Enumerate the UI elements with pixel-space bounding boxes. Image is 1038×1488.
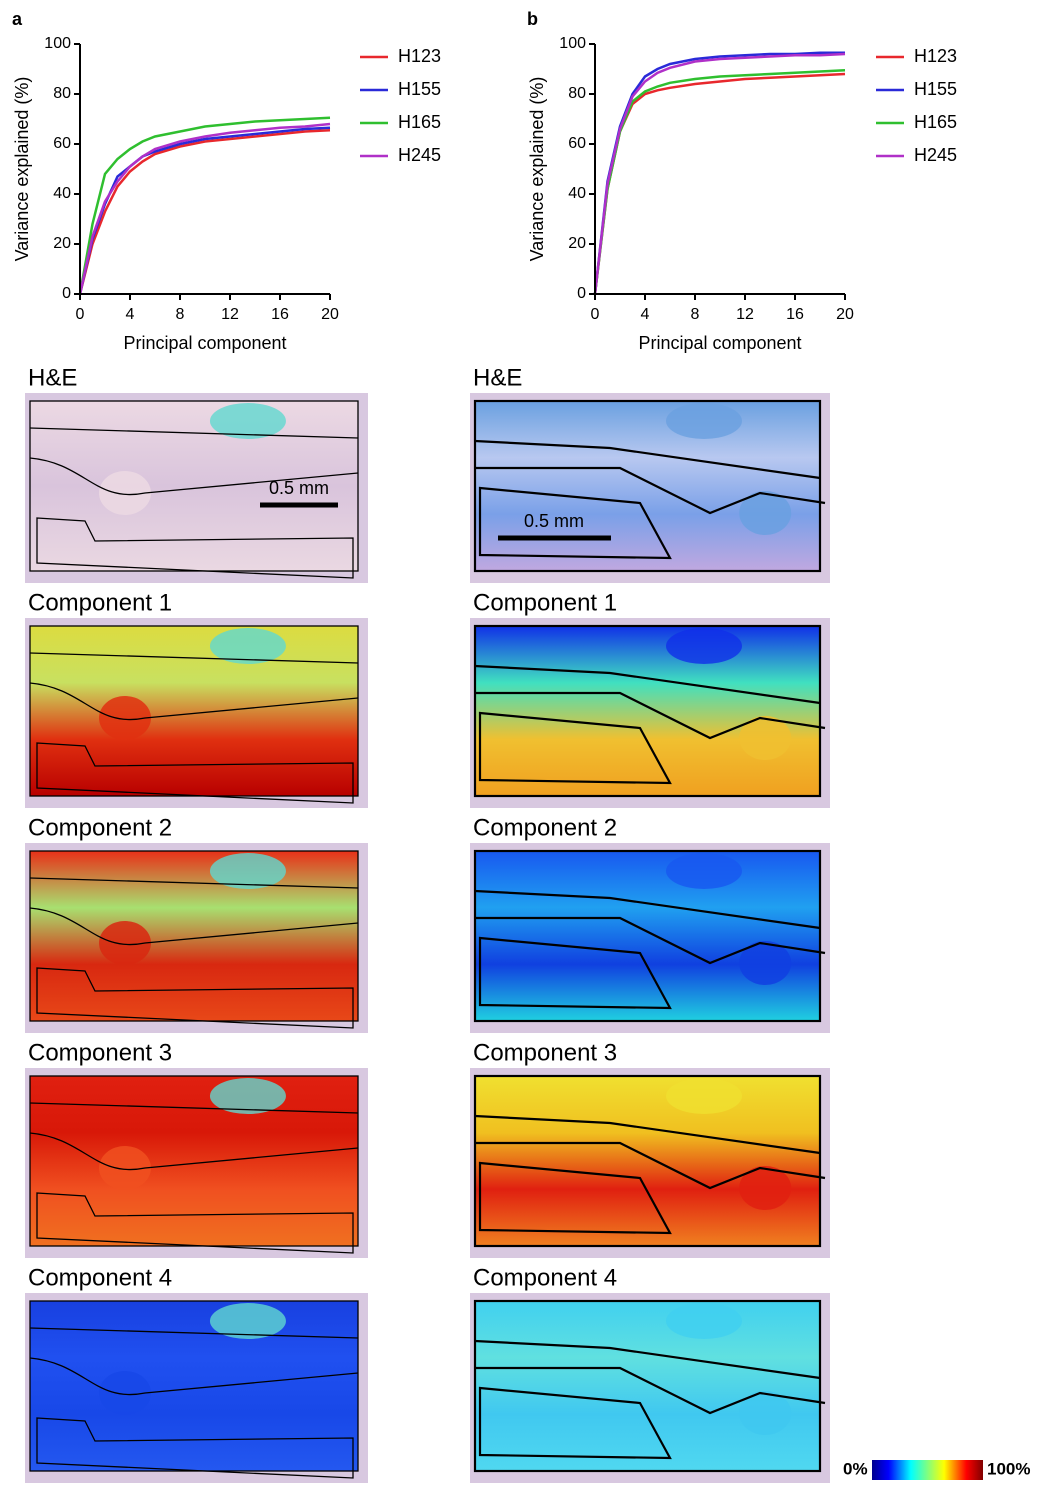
series-line: [595, 70, 845, 294]
series-line: [80, 124, 330, 294]
x-tick-label: 12: [736, 306, 754, 323]
y-tick-label: 100: [559, 35, 586, 52]
panel-title: Component 3: [28, 1039, 172, 1066]
hotspot: [666, 628, 742, 664]
y-tick-label: 20: [568, 235, 586, 252]
x-tick-label: 8: [691, 306, 700, 323]
y-tick-label: 60: [53, 135, 71, 152]
x-axis-label: Principal component: [123, 333, 286, 353]
series-line: [595, 54, 845, 294]
figure: 0% 100% aH123H155H165H245048121620020406…: [0, 0, 1038, 1483]
y-tick-label: 40: [53, 185, 71, 202]
heatmap: [475, 401, 820, 571]
heatmap: [30, 1301, 358, 1471]
panel-title: Component 4: [28, 1264, 172, 1291]
heatmap: [475, 851, 820, 1021]
y-axis-label: Variance explained (%): [527, 77, 547, 262]
x-tick-label: 0: [76, 306, 85, 323]
legend-label: H123: [398, 46, 441, 66]
y-tick-label: 20: [53, 235, 71, 252]
series-line: [595, 74, 845, 294]
legend-label: H165: [914, 112, 957, 132]
heatmap: [30, 626, 358, 796]
y-tick-label: 100: [44, 35, 71, 52]
legend-label: H155: [398, 79, 441, 99]
x-tick-label: 0: [591, 306, 600, 323]
series-line: [80, 118, 330, 294]
x-tick-label: 4: [126, 306, 135, 323]
panel-title: Component 3: [473, 1039, 617, 1066]
heatmap: [30, 1076, 358, 1246]
y-tick-label: 0: [577, 285, 586, 302]
x-axis-label: Principal component: [638, 333, 801, 353]
legend-label: H245: [914, 145, 957, 165]
x-tick-label: 16: [271, 306, 289, 323]
y-axis-label: Variance explained (%): [12, 77, 32, 262]
colorbar: [872, 1460, 983, 1480]
colorbar-max: 100%: [987, 1459, 1030, 1478]
x-tick-label: 20: [836, 306, 854, 323]
hotspot: [666, 403, 742, 439]
hotspot: [666, 1078, 742, 1114]
y-tick-label: 80: [568, 85, 586, 102]
series-line: [80, 128, 330, 294]
colorbar-min: 0%: [843, 1459, 868, 1478]
legend-label: H245: [398, 145, 441, 165]
x-tick-label: 8: [176, 306, 185, 323]
series-line: [80, 130, 330, 294]
hotspot: [666, 1303, 742, 1339]
x-tick-label: 16: [786, 306, 804, 323]
heatmap: [475, 626, 820, 796]
legend-label: H123: [914, 46, 957, 66]
panel-title: Component 4: [473, 1264, 617, 1291]
scale-bar-label: 0.5 mm: [524, 511, 584, 531]
y-tick-label: 0: [62, 285, 71, 302]
panel-title: Component 1: [473, 589, 617, 616]
y-tick-label: 60: [568, 135, 586, 152]
series-line: [595, 53, 845, 294]
heatmap: [30, 851, 358, 1021]
hotspot: [666, 853, 742, 889]
x-tick-label: 12: [221, 306, 239, 323]
panel-title: H&E: [28, 364, 77, 391]
panel-title: Component 2: [28, 814, 172, 841]
panel-label: a: [12, 9, 23, 29]
y-tick-label: 80: [53, 85, 71, 102]
y-tick-label: 40: [568, 185, 586, 202]
scale-bar-label: 0.5 mm: [269, 478, 329, 498]
legend-label: H165: [398, 112, 441, 132]
panel-title: Component 1: [28, 589, 172, 616]
x-tick-label: 4: [641, 306, 650, 323]
panel-title: Component 2: [473, 814, 617, 841]
x-tick-label: 20: [321, 306, 339, 323]
panel-label: b: [527, 9, 538, 29]
panel-title: H&E: [473, 364, 522, 391]
legend-label: H155: [914, 79, 957, 99]
heatmap: [475, 1301, 820, 1471]
heatmap: [475, 1076, 820, 1246]
